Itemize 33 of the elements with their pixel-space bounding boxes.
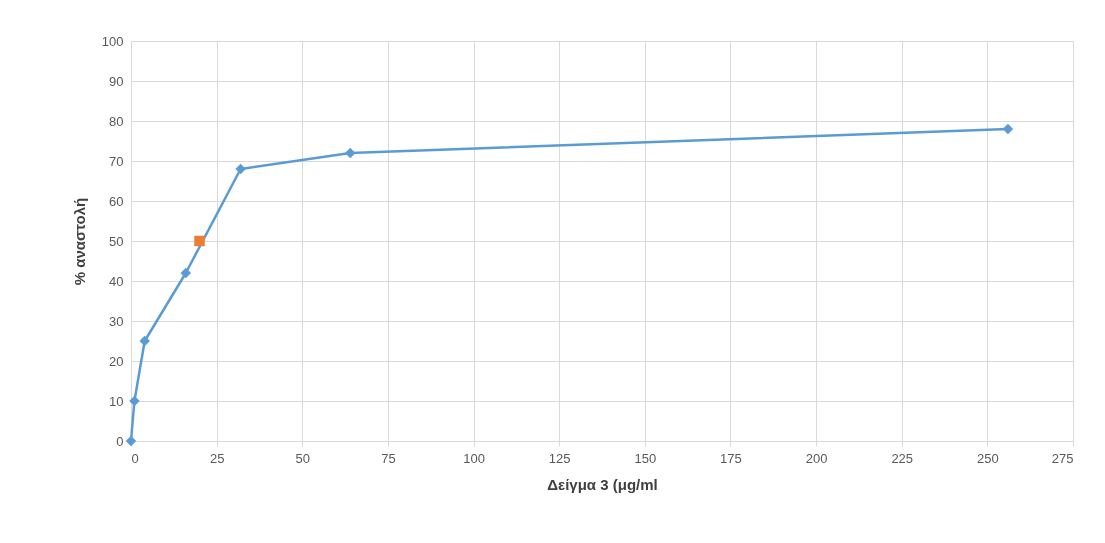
y-tick-label: 80 — [109, 113, 124, 129]
point — [1002, 123, 1014, 135]
x-tick-label: 275 — [1051, 450, 1074, 466]
y-axis-title: % αναστολή — [70, 197, 88, 286]
point — [129, 395, 140, 407]
point — [194, 235, 205, 247]
x-tick-label: 75 — [381, 450, 396, 466]
x-axis-title: Δείγμα 3 (μg/ml — [547, 475, 658, 493]
x-tick-label: 175 — [720, 450, 742, 466]
point — [344, 147, 356, 159]
y-tick-label: 30 — [109, 313, 124, 329]
x-tick-label: 0 — [131, 450, 139, 466]
y-tick-label: 10 — [109, 393, 124, 409]
y-tick-label: 20 — [109, 353, 124, 369]
y-tick-label: 90 — [109, 73, 124, 89]
point — [139, 335, 150, 347]
x-tick-label: 25 — [209, 450, 225, 466]
y-tick-label: 50 — [109, 233, 124, 249]
x-tick-label: 200 — [805, 450, 828, 466]
y-tick-label: 40 — [109, 273, 124, 289]
x-tick-label: 250 — [977, 450, 999, 466]
point — [125, 435, 137, 447]
x-tick-label: 100 — [463, 450, 485, 466]
point — [180, 267, 192, 279]
x-tick-label: 50 — [295, 450, 311, 466]
y-tick-label: 0 — [116, 433, 124, 449]
y-tick-label: 70 — [109, 153, 124, 169]
x-tick-label: 125 — [548, 450, 571, 466]
y-tick-label: 100 — [101, 33, 124, 49]
point — [235, 163, 246, 175]
x-tick-label: 150 — [634, 450, 657, 466]
x-tick-label: 225 — [891, 450, 914, 466]
y-tick-label: 60 — [109, 193, 124, 209]
